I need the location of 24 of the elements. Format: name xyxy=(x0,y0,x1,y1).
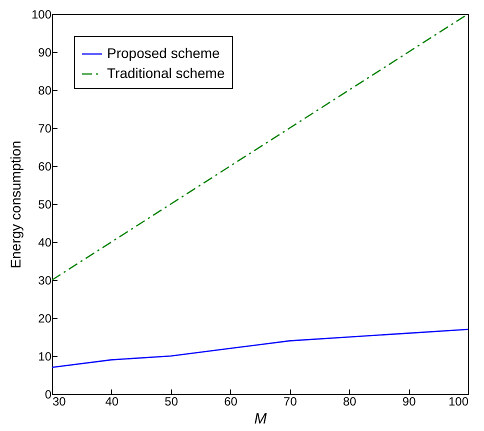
x-tick-label: 80 xyxy=(342,394,357,408)
x-tick-label: 50 xyxy=(164,394,178,408)
y-tick-label: 70 xyxy=(38,122,52,136)
y-tick-label: 10 xyxy=(38,350,52,364)
x-tick-label: 90 xyxy=(402,394,416,408)
y-tick-label: 90 xyxy=(38,46,52,60)
y-tick-label: 30 xyxy=(38,274,52,288)
y-tick-label: 80 xyxy=(38,84,52,98)
y-tick-label: 0 xyxy=(44,388,52,402)
x-tick-label: 100 xyxy=(448,394,469,408)
legend-label: Proposed scheme xyxy=(107,45,220,61)
legend-label: Traditional scheme xyxy=(107,65,225,81)
y-axis-title: Energy consumption xyxy=(7,140,24,268)
y-tick-label: 100 xyxy=(31,8,52,22)
x-tick-label: 60 xyxy=(224,394,238,408)
y-tick-label: 60 xyxy=(38,160,52,174)
x-tick-label: 70 xyxy=(284,394,298,408)
y-tick-label: 20 xyxy=(38,312,52,326)
x-axis-title: M xyxy=(254,410,268,428)
x-tick-label: 30 xyxy=(52,394,66,408)
y-tick-label: 40 xyxy=(38,236,52,250)
x-tick-label: 40 xyxy=(105,394,119,408)
line-series xyxy=(51,328,469,368)
y-tick-label: 50 xyxy=(38,198,52,212)
